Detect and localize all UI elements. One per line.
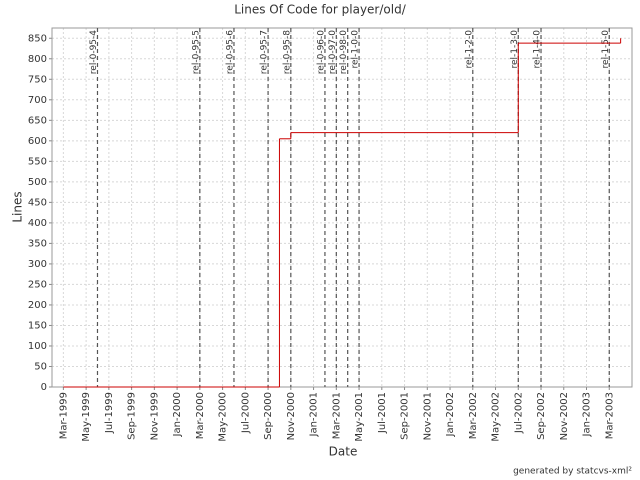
- x-tick-label: May-2002: [491, 392, 502, 442]
- chart-title: Lines Of Code for player/old/: [234, 3, 406, 17]
- release-label: rel-0-95-7: [260, 30, 270, 74]
- y-tick-label: 0: [41, 382, 47, 393]
- y-tick-label: 650: [28, 115, 47, 126]
- release-label: rel-0-96-0: [316, 30, 326, 74]
- y-tick-label: 150: [28, 320, 47, 331]
- release-label: rel-1-2-0: [464, 30, 474, 69]
- x-tick-label: Mar-2001: [331, 392, 342, 439]
- y-tick-label: 600: [28, 136, 47, 147]
- x-tick-label: Sep-2001: [400, 392, 411, 440]
- x-tick-label: Jan-2001: [309, 392, 320, 437]
- x-tick-label: Mar-2002: [468, 392, 479, 439]
- y-tick-label: 700: [28, 95, 47, 106]
- x-tick-label: Sep-2002: [536, 392, 547, 440]
- y-tick-label: 50: [34, 361, 47, 372]
- x-tick-label: Jul-2002: [513, 392, 524, 434]
- release-label: rel-0-97-0: [328, 30, 338, 74]
- footer: generated by statcvs-xml²: [513, 467, 632, 477]
- release-label: rel-0-95-4: [89, 30, 99, 74]
- x-tick-label: Sep-2000: [263, 392, 274, 440]
- x-axis-label: Date: [329, 445, 358, 459]
- release-label: rel-0-95-8: [282, 30, 292, 74]
- y-tick-label: 350: [28, 238, 47, 249]
- x-tick-label: Mar-2000: [195, 392, 206, 439]
- x-tick-label: Mar-1999: [58, 392, 69, 439]
- y-tick-label: 100: [28, 341, 47, 352]
- x-tick-label: Nov-2000: [286, 392, 297, 440]
- y-tick-label: 750: [28, 74, 47, 85]
- y-tick-label: 500: [28, 177, 47, 188]
- x-tick-label: May-1999: [81, 392, 92, 442]
- y-tick-label: 200: [28, 300, 47, 311]
- plot-frame: [51, 27, 633, 388]
- release-label: rel-1-0-0: [351, 30, 361, 69]
- release-label: rel-0-98-0: [339, 30, 349, 74]
- x-tick-label: May-2000: [218, 392, 229, 442]
- x-tick-label: May-2001: [354, 392, 365, 442]
- y-tick-label: 550: [28, 156, 47, 167]
- x-tick-label: Jul-2000: [240, 392, 251, 434]
- x-tick-label: Jan-2002: [445, 392, 456, 437]
- release-label: rel-0-95-6: [225, 30, 235, 74]
- y-tick-label: 300: [28, 259, 47, 270]
- release-label: rel-1-3-0: [510, 30, 520, 69]
- x-tick-label: Nov-2002: [559, 392, 570, 440]
- release-label: rel-1-5-0: [601, 30, 611, 69]
- x-tick-label: Jan-2000: [172, 392, 183, 437]
- release-label: rel-0-95-5: [191, 30, 201, 74]
- y-tick-label: 850: [28, 33, 47, 44]
- x-tick-label: Jul-1999: [104, 392, 115, 434]
- x-tick-label: Nov-2001: [422, 392, 433, 440]
- x-tick-label: Jul-2001: [377, 392, 388, 434]
- y-axis-label: Lines: [11, 191, 25, 222]
- x-tick-label: Mar-2003: [604, 392, 615, 439]
- y-tick-label: 400: [28, 218, 47, 229]
- y-tick-label: 800: [28, 54, 47, 65]
- x-tick-label: Jan-2003: [582, 392, 593, 437]
- y-tick-label: 450: [28, 197, 47, 208]
- x-tick-label: Sep-1999: [127, 392, 138, 440]
- x-tick-label: Nov-1999: [149, 392, 160, 440]
- release-label: rel-1-4-0: [533, 30, 543, 69]
- y-tick-label: 250: [28, 279, 47, 290]
